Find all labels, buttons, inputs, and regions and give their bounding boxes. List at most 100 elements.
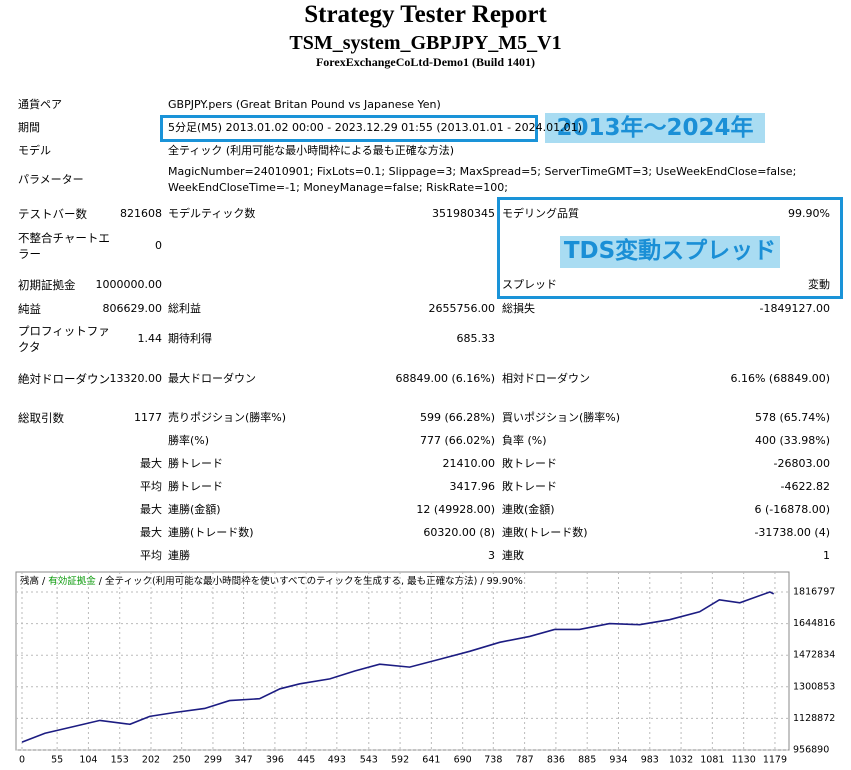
- stat-label: 勝トレード: [168, 457, 223, 470]
- y-tick-label: 1472834: [793, 650, 835, 661]
- stat-value: 平均: [140, 480, 162, 493]
- y-tick-label: 956890: [793, 745, 829, 756]
- stat-value: 3: [488, 549, 495, 562]
- stat-label: 連敗(トレード数): [502, 526, 588, 539]
- x-tick-label: 738: [484, 755, 502, 766]
- chart-quality: 99.90%: [487, 576, 523, 587]
- stat-value: 599 (66.28%): [419, 411, 495, 424]
- stat-value: 821608: [120, 207, 162, 220]
- x-tick-label: 1081: [700, 755, 724, 766]
- x-tick-label: 543: [360, 755, 378, 766]
- stat-value: 最大: [140, 503, 162, 516]
- stat-label: 総取引数: [18, 411, 64, 425]
- x-tick-label: 592: [391, 755, 409, 766]
- x-tick-label: 445: [297, 755, 315, 766]
- stat-value: 3417.96: [449, 480, 496, 493]
- stat-label: 期待利得: [168, 332, 212, 345]
- report-subtitle: TSM_system_GBPJPY_M5_V1: [289, 32, 562, 54]
- stat-value: 最大: [140, 526, 162, 539]
- x-tick-label: 1032: [669, 755, 693, 766]
- x-tick-label: 836: [547, 755, 565, 766]
- stat-value: 1000000.00: [95, 278, 162, 291]
- field-value: MagicNumber=24010901; FixLots=0.1; Slipp…: [168, 165, 797, 194]
- field-label: 期間: [18, 121, 40, 134]
- stat-value: 2655756.00: [428, 302, 495, 315]
- field-label: 通貨ペア: [18, 98, 62, 111]
- x-tick-label: 250: [173, 755, 191, 766]
- x-tick-label: 396: [266, 755, 284, 766]
- stat-value: 99.90%: [788, 207, 830, 220]
- stat-value: -4622.82: [780, 480, 830, 493]
- field-label: モデル: [18, 144, 51, 157]
- stat-label: 総損失: [502, 302, 535, 315]
- stat-label: 不整合チャートエラー: [18, 231, 110, 261]
- stat-label: 売りポジション(勝率%): [168, 411, 287, 424]
- y-tick-label: 1644816: [793, 618, 835, 629]
- stat-label: プロフィットファクタ: [18, 324, 110, 354]
- stat-value: 6.16% (68849.00): [730, 372, 830, 385]
- stat-value: 21410.00: [442, 457, 496, 470]
- stat-value: 685.33: [456, 332, 496, 345]
- stat-value: -26803.00: [773, 457, 830, 470]
- x-tick-label: 55: [51, 755, 63, 766]
- stat-value: 777 (66.02%): [419, 434, 495, 447]
- stat-label: 連敗(金額): [502, 503, 555, 516]
- stat-label: スプレッド: [502, 278, 557, 291]
- x-tick-label: 153: [111, 755, 129, 766]
- stat-label: 敗トレード: [502, 457, 557, 470]
- stat-value: 806629.00: [102, 302, 163, 315]
- stat-label: 勝トレード: [168, 480, 223, 493]
- stat-value: 0: [155, 239, 162, 252]
- stat-value: 351980345: [432, 207, 495, 220]
- stat-label: 絶対ドローダウン: [18, 372, 110, 386]
- annotation: TDS変動スプレッド: [560, 236, 780, 268]
- x-tick-label: 934: [609, 755, 627, 766]
- x-tick-label: 1179: [763, 755, 787, 766]
- stat-value: 1: [823, 549, 830, 562]
- y-tick-label: 1128872: [793, 713, 835, 724]
- x-tick-label: 885: [578, 755, 596, 766]
- stat-label: 敗トレード: [502, 480, 557, 493]
- server-name: ForexExchangeCoLtd-Demo1 (Build 1401): [315, 55, 536, 69]
- stat-value: 1177: [134, 411, 162, 424]
- x-tick-label: 0: [19, 755, 25, 766]
- stat-label: 勝率(%): [168, 434, 210, 447]
- stat-value: -1849127.00: [759, 302, 830, 315]
- highlight-box: [497, 197, 843, 299]
- x-tick-label: 690: [454, 755, 472, 766]
- stat-label: 連敗: [502, 549, 524, 562]
- field-value: 全ティック (利用可能な最小時間枠による最も正確な方法): [168, 144, 455, 157]
- stat-label: 買いポジション(勝率%): [502, 411, 621, 424]
- x-tick-label: 347: [235, 755, 253, 766]
- stat-value: 最大: [140, 457, 162, 470]
- stat-value: 6 (-16878.00): [754, 503, 830, 516]
- x-tick-label: 1130: [732, 755, 756, 766]
- stat-value: 400 (33.98%): [754, 434, 830, 447]
- y-tick-label: 1816797: [793, 587, 835, 598]
- stat-value: 1.44: [137, 332, 163, 345]
- x-tick-label: 202: [142, 755, 160, 766]
- stat-value: 13320.00: [109, 372, 163, 385]
- x-tick-label: 299: [204, 755, 222, 766]
- legend-text: 残高 / 有効証拠金 / 全ティック(利用可能な最小時間枠を使いすべてのティック…: [20, 575, 523, 587]
- x-tick-label: 983: [641, 755, 659, 766]
- stat-label: モデリング品質: [502, 207, 579, 220]
- stat-value: 578 (65.74%): [754, 411, 830, 424]
- stat-value: 68849.00 (6.16%): [395, 372, 495, 385]
- stat-value: 60320.00 (8): [423, 526, 495, 539]
- field-value: 5分足(M5) 2013.01.02 00:00 - 2023.12.29 01…: [168, 121, 582, 134]
- x-tick-label: 787: [516, 755, 534, 766]
- chart-model: 全ティック(利用可能な最小時間枠を使いすべてのティックを生成する, 最も正確な方…: [105, 575, 477, 587]
- stat-label: 相対ドローダウン: [502, 372, 590, 385]
- stat-label: 連勝: [168, 549, 190, 562]
- stat-value: 平均: [140, 549, 162, 562]
- highlight-box: [160, 115, 538, 142]
- stat-label: モデルティック数: [168, 207, 256, 220]
- chart-frame: [15, 571, 790, 751]
- x-tick-label: 641: [422, 755, 440, 766]
- stat-value: 12 (49928.00): [416, 503, 495, 516]
- stat-label: 初期証拠金: [18, 278, 76, 292]
- stat-label: 純益: [18, 302, 41, 316]
- stat-label: 最大ドローダウン: [168, 372, 256, 385]
